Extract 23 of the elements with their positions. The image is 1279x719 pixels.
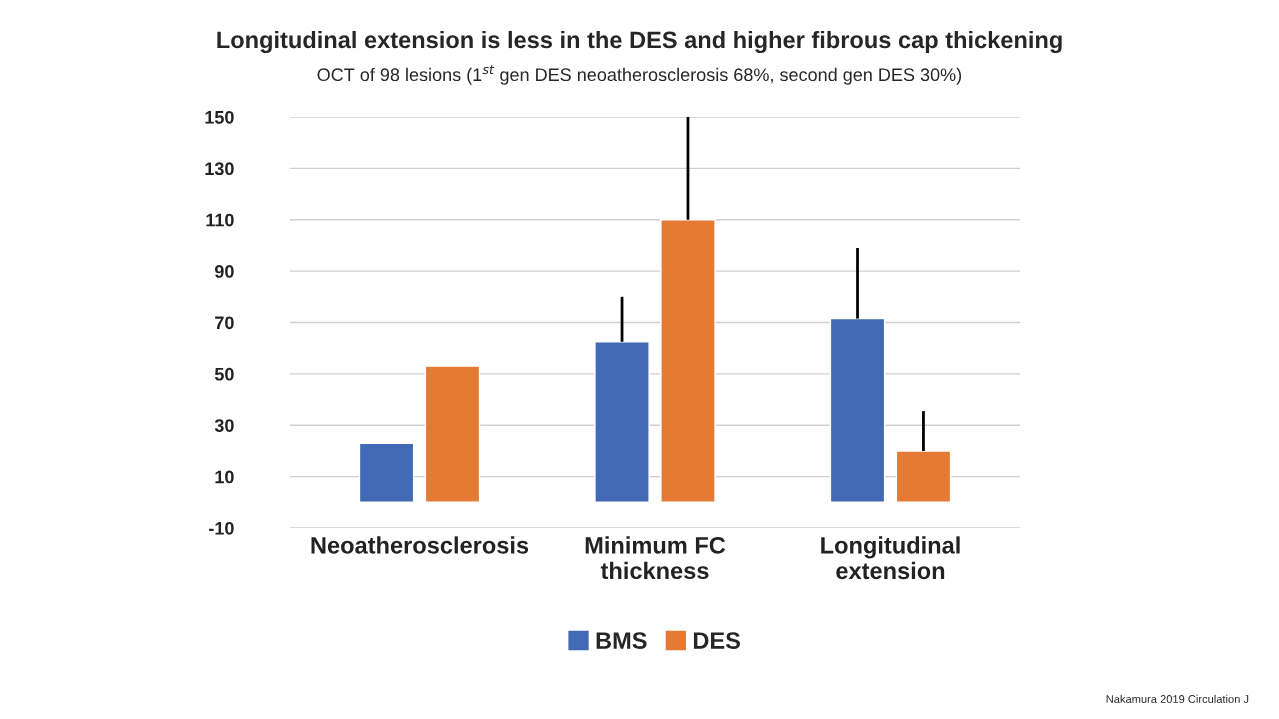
bar (895, 450, 952, 504)
bar (594, 341, 650, 504)
x-tick-label: Longitudinal extension (821, 536, 960, 580)
chart-title: Longitudinal extension is less in the DES and higher fibrous cap thickening (217, 30, 1062, 54)
legend-label: DES (693, 632, 740, 649)
chart-subtitle: OCT of 98 lesions (1$^{st}$ gen DES neoatherosclerosis 68%, second gen DES 30%) (317, 65, 962, 85)
bar (358, 442, 415, 504)
y-tick-label: 10 (215, 470, 234, 484)
legend-label: BMS (596, 632, 647, 649)
y-tick-label: -10 (209, 521, 234, 535)
y-tick-label: 150 (205, 110, 234, 124)
x-tick-label: Neoatherosclerosis (311, 536, 529, 554)
y-tick-label: 90 (214, 265, 234, 278)
y-tick-label: 30 (214, 419, 234, 432)
text: Nakamura 2019 Circulation J (1106, 694, 1249, 703)
y-tick-label: 50 (214, 367, 234, 381)
x-tick-label: Minimum FC thickness (585, 536, 726, 580)
y-tick-label: 110 (206, 213, 234, 227)
y-tick-label: 130 (205, 162, 234, 176)
y-tick-label: 70 (215, 316, 234, 330)
bar (424, 365, 481, 504)
bar (829, 317, 886, 504)
bar (660, 219, 716, 504)
